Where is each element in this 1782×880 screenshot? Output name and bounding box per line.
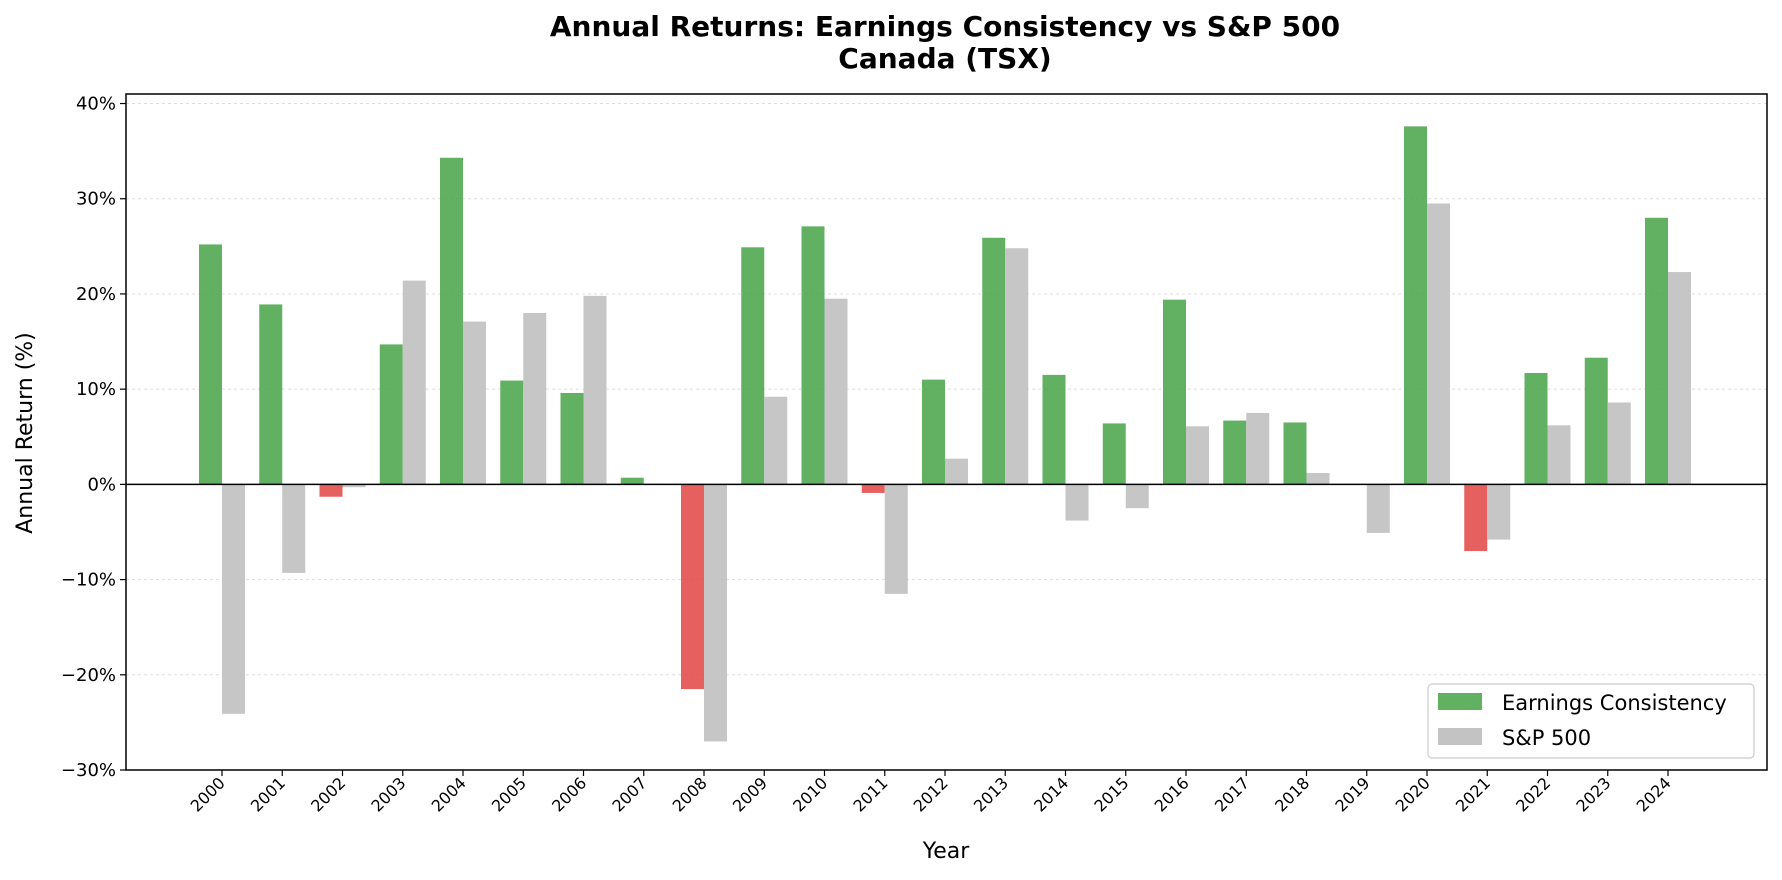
y-tick-label: 10% <box>76 379 116 400</box>
legend-label-earnings: Earnings Consistency <box>1502 691 1727 715</box>
legend-box <box>1427 683 1755 759</box>
bar-sp500-2013 <box>1005 248 1029 485</box>
bar-sp500-2011 <box>884 484 908 594</box>
x-tick-label: 2003 <box>367 773 409 815</box>
bar-earnings-2020 <box>1404 126 1427 485</box>
x-tick-label: 2000 <box>187 773 229 815</box>
x-tick-label: 2015 <box>1090 773 1132 815</box>
y-tick-label: 20% <box>76 284 116 305</box>
x-tick-label: 2018 <box>1271 773 1313 815</box>
bar-sp500-2015 <box>1125 484 1149 509</box>
bar-sp500-2014 <box>1065 484 1089 521</box>
x-tick-label: 2010 <box>789 773 831 815</box>
bar-earnings-2022 <box>1524 372 1548 485</box>
bar-sp500-2016 <box>1186 426 1209 485</box>
bar-earnings-2006 <box>560 392 584 485</box>
x-axis-label: Year <box>922 839 971 864</box>
x-tick-label: 2004 <box>428 773 470 815</box>
bar-earnings-2003 <box>379 344 403 485</box>
y-tick-label: 0% <box>87 474 116 495</box>
bar-sp500-2005 <box>523 312 547 485</box>
bar-earnings-2024 <box>1645 217 1668 485</box>
x-tick-label: 2024 <box>1633 773 1675 815</box>
bar-sp500-2018 <box>1306 472 1330 485</box>
legend-swatch-earnings <box>1438 693 1482 710</box>
bar-earnings-2013 <box>982 237 1006 485</box>
bar-earnings-2009 <box>741 247 765 485</box>
y-axis-label: Annual Return (%) <box>13 332 38 534</box>
x-tick-label: 2009 <box>729 773 771 815</box>
chart-title: Annual Returns: Earnings Consistency vs … <box>550 10 1340 43</box>
x-tick-label: 2006 <box>548 773 590 815</box>
bar-earnings-2018 <box>1283 422 1307 485</box>
y-tick-label: −30% <box>61 760 116 781</box>
y-tick-label: −10% <box>61 570 116 591</box>
bar-sp500-2017 <box>1246 412 1270 485</box>
bar-earnings-2014 <box>1042 374 1066 485</box>
bar-earnings-2004 <box>440 157 463 485</box>
y-tick-label: −20% <box>61 665 116 686</box>
bar-sp500-2003 <box>402 280 426 485</box>
x-tick-label: 2011 <box>849 773 891 815</box>
bar-sp500-2020 <box>1427 203 1450 485</box>
bar-sp500-2022 <box>1547 425 1571 485</box>
bar-sp500-2006 <box>583 295 607 485</box>
bar-earnings-2017 <box>1223 420 1247 485</box>
bar-sp500-2008 <box>704 484 727 742</box>
legend-label-sp500: S&P 500 <box>1502 726 1591 750</box>
bar-sp500-2023 <box>1607 402 1631 485</box>
x-tick-label: 2008 <box>669 773 711 815</box>
bar-sp500-2000 <box>222 484 245 714</box>
bar-sp500-2019 <box>1366 484 1390 533</box>
x-axis: 2000 2001 2002 2003 2004 2005 2006 2007 2008 2009… <box>187 770 1675 816</box>
x-tick-label: 2007 <box>608 773 650 815</box>
x-tick-label: 2019 <box>1331 773 1373 815</box>
chart-subtitle: Canada (TSX) <box>838 42 1051 75</box>
grid <box>126 103 1767 771</box>
bar-earnings-2005 <box>500 380 524 485</box>
x-tick-label: 2013 <box>970 773 1012 815</box>
bar-earnings-2002 <box>319 484 343 497</box>
x-tick-label: 2023 <box>1572 773 1614 815</box>
bar-earnings-2001 <box>259 304 283 485</box>
bar-sp500-2002 <box>342 484 366 488</box>
bar-sp500-2009 <box>764 396 788 485</box>
bar-sp500-2024 <box>1668 272 1691 485</box>
bar-earnings-2011 <box>861 484 885 493</box>
y-axis: 40% 30% 20% 10% 0% −10% −20% −30% <box>61 94 126 781</box>
x-tick-label: 2005 <box>488 773 530 815</box>
x-tick-label: 2022 <box>1512 773 1554 815</box>
bar-earnings-2021 <box>1464 484 1488 552</box>
bar-earnings-2012 <box>922 379 945 485</box>
x-tick-label: 2012 <box>910 773 952 815</box>
bar-sp500-2004 <box>463 321 486 485</box>
x-tick-label: 2020 <box>1392 773 1434 815</box>
y-tick-label: 40% <box>76 94 116 115</box>
x-tick-label: 2016 <box>1151 773 1193 815</box>
x-tick-label: 2001 <box>247 773 289 815</box>
bar-sp500-2012 <box>945 458 968 485</box>
bars <box>199 126 1691 742</box>
x-tick-label: 2014 <box>1030 773 1072 815</box>
bar-earnings-2015 <box>1102 423 1126 485</box>
x-tick-label: 2017 <box>1211 773 1253 815</box>
bar-sp500-2021 <box>1487 484 1511 540</box>
bar-earnings-2016 <box>1163 299 1186 485</box>
x-tick-label: 2021 <box>1452 773 1494 815</box>
bar-earnings-2010 <box>801 226 825 485</box>
plot-frame <box>125 93 1768 771</box>
bar-sp500-2001 <box>282 484 306 573</box>
bar-earnings-2023 <box>1584 357 1608 485</box>
bar-sp500-2010 <box>824 298 848 485</box>
legend-swatch-sp500 <box>1438 728 1482 745</box>
bar-earnings-2007 <box>620 477 644 485</box>
bar-earnings-2008 <box>681 484 704 690</box>
bar-earnings-2000 <box>199 244 222 485</box>
legend: Earnings Consistency S&P 500 <box>1427 683 1755 759</box>
y-tick-label: 30% <box>76 189 116 210</box>
x-tick-label: 2002 <box>307 773 349 815</box>
